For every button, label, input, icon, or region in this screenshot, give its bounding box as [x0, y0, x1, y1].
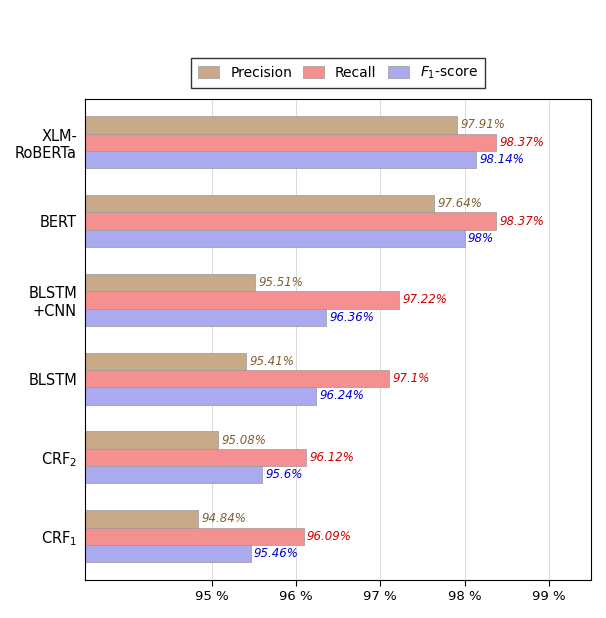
Bar	[85, 353, 246, 370]
Bar	[85, 274, 255, 291]
Text: 96.36%: 96.36%	[330, 311, 375, 324]
Bar	[85, 116, 457, 133]
Bar	[85, 308, 327, 326]
Bar	[85, 528, 304, 545]
Text: 96.09%: 96.09%	[307, 530, 352, 543]
Text: 95.08%: 95.08%	[222, 434, 267, 447]
Bar	[85, 230, 465, 247]
Text: 97.64%: 97.64%	[438, 197, 482, 210]
Text: 95.46%: 95.46%	[254, 547, 299, 560]
Bar	[85, 151, 476, 168]
Text: 95.6%: 95.6%	[265, 468, 303, 481]
Bar	[85, 431, 219, 449]
Bar	[85, 370, 388, 387]
Bar	[85, 449, 306, 466]
Text: 97.22%: 97.22%	[402, 294, 447, 307]
Bar	[85, 510, 198, 528]
Text: 96.24%: 96.24%	[319, 389, 364, 402]
Text: 94.84%: 94.84%	[202, 512, 247, 525]
Bar	[85, 291, 399, 308]
Text: 98.37%: 98.37%	[499, 214, 544, 227]
Text: 98.14%: 98.14%	[480, 153, 525, 166]
Legend: Precision, Recall, $F_1$-score: Precision, Recall, $F_1$-score	[191, 57, 485, 88]
Text: 97.1%: 97.1%	[392, 372, 430, 385]
Bar	[85, 133, 496, 151]
Bar	[85, 545, 250, 562]
Text: 95.51%: 95.51%	[258, 276, 303, 289]
Text: 97.91%: 97.91%	[461, 119, 505, 132]
Text: 98.37%: 98.37%	[499, 136, 544, 149]
Bar	[85, 195, 435, 213]
Bar	[85, 213, 496, 230]
Text: 95.41%: 95.41%	[250, 355, 295, 368]
Bar	[85, 387, 316, 405]
Text: 96.12%: 96.12%	[310, 451, 355, 464]
Text: 98%: 98%	[468, 232, 494, 245]
Bar	[85, 466, 262, 483]
